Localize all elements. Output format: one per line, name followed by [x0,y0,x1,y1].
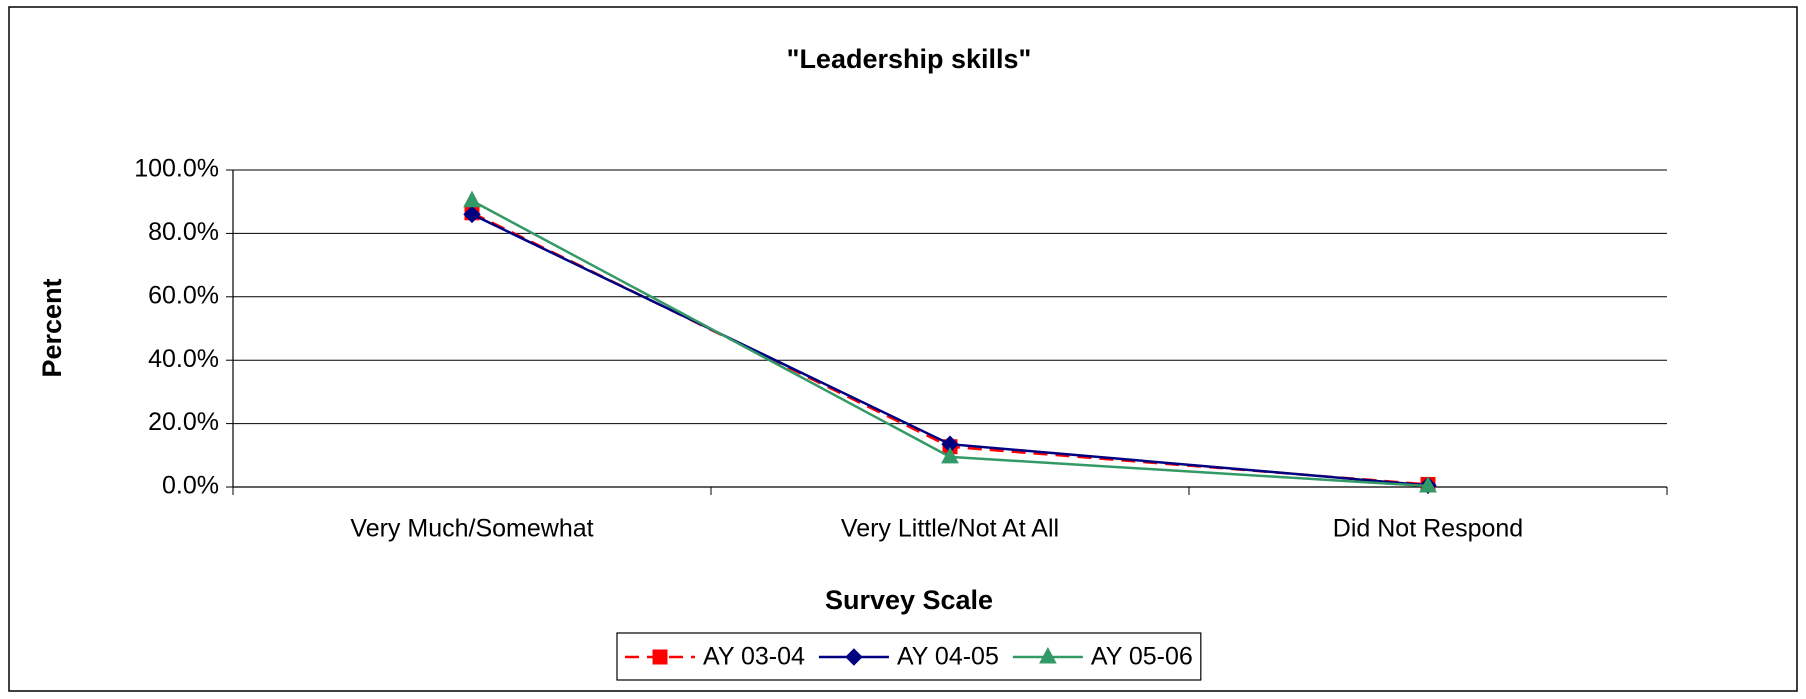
marker [463,205,481,224]
y-tick-label: 40.0% [148,345,219,373]
y-axis-title: Percent [37,278,67,377]
marker [1039,646,1057,664]
x-tick-label: Very Little/Not At All [841,515,1059,543]
x-axis-title: Survey Scale [825,585,993,615]
chart-border [8,6,1798,692]
legend-label: AY 05-06 [1091,643,1193,671]
legend-label: AY 03-04 [703,643,805,671]
y-tick-label: 80.0% [148,218,219,246]
chart-title: "Leadership skills" [787,44,1032,74]
x-tick-label: Very Much/Somewhat [350,515,593,543]
legend-box [616,632,1202,681]
y-tick-label: 20.0% [148,408,219,436]
legend-label: AY 04-05 [897,643,999,671]
x-tick-label: Did Not Respond [1333,515,1523,543]
marker [941,446,959,464]
marker [652,649,668,665]
marker [1419,475,1437,493]
marker [463,190,481,208]
y-tick-label: 60.0% [148,281,219,309]
marker [845,648,863,666]
legend: AY 03-04 AY 04-05 AY 05-06 [616,632,1202,681]
y-tick-label: 0.0% [162,472,219,500]
y-tick-label: 100.0% [134,155,219,183]
